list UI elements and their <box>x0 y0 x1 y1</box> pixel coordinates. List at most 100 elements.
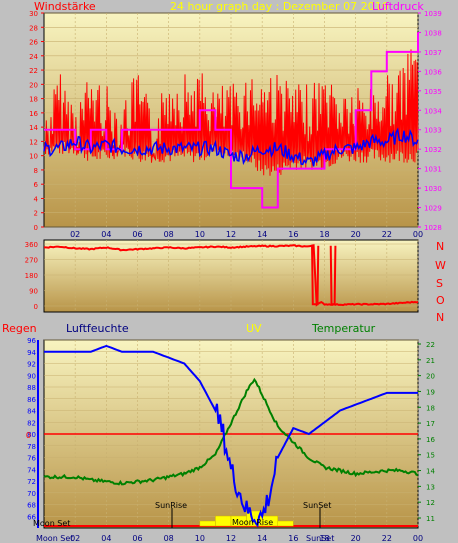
temperature-line <box>43 377 419 486</box>
humidity-tick-label: 92 <box>27 361 36 369</box>
wind-series <box>43 32 419 209</box>
temperature-tick-label: 13 <box>426 483 435 491</box>
time-tick-label: 14 <box>257 230 267 239</box>
sunset-label: SunSet <box>303 501 331 510</box>
humidity-temperature-chart: Regen Luftfeuchte UV Temperatur 66 68 70 72… <box>2 322 435 543</box>
wind-tick-label: 14 <box>29 124 38 132</box>
moon-set-label: Moon Set <box>33 519 70 528</box>
direction-tick-label: 90 <box>29 288 38 296</box>
time-tick-label: 10 <box>195 230 205 239</box>
temperature-tick-label: 17 <box>426 420 435 428</box>
humidity-tick-label: 86 <box>27 396 36 404</box>
time-tick-label: 18 <box>319 230 329 239</box>
time-tick-label: 04 <box>101 534 111 543</box>
temperature-tick-label: 21 <box>426 357 435 365</box>
pressure-tick-label: 1032 <box>424 146 442 154</box>
humidity-tick-label: 72 <box>27 478 36 486</box>
time-tick-label: 04 <box>101 230 111 239</box>
wind-tick-label: 20 <box>29 81 38 89</box>
time-tick-label: 00 <box>413 230 423 239</box>
time-tick-label: 18 <box>319 534 329 543</box>
wind-tick-label: 12 <box>29 138 38 146</box>
direction-letter: S <box>436 277 443 290</box>
direction-letter: N <box>436 311 444 324</box>
pressure-tick-label: 1029 <box>424 205 442 213</box>
wind-tick-label: 26 <box>29 39 38 47</box>
humidity-tick-label: 66 <box>27 513 36 521</box>
time-tick-label: 02 <box>70 230 80 239</box>
moon-set-axis-label: Moon Set <box>36 534 73 543</box>
humidity-line <box>44 344 418 528</box>
humidity-tick-label: 82 <box>27 419 36 427</box>
pressure-tick-label: 1031 <box>424 166 442 174</box>
astro-markers: Moon Set SunRise Moon Rise SunSet Moon S… <box>33 501 334 543</box>
time-tick-label: 06 <box>132 230 142 239</box>
wind-tick-label: 6 <box>34 181 39 189</box>
left-axis-bar <box>37 340 39 528</box>
wind-tick-label: 30 <box>29 10 38 18</box>
pressure-tick-label: 1039 <box>424 10 442 18</box>
pressure-line <box>44 32 419 209</box>
wind-direction-chart: 0 90 180 270 360 N W S O N <box>25 239 446 324</box>
pressure-tick-label: 1035 <box>424 88 442 96</box>
wind-tick-label: 10 <box>29 153 38 161</box>
temperature-axis-ticks: 11 12 13 14 15 16 17 18 19 20 21 22 <box>418 341 435 523</box>
direction-tick-label: 270 <box>25 257 38 265</box>
time-tick-label: 20 <box>351 230 361 239</box>
pressure-tick-label: 1036 <box>424 68 442 76</box>
wind-average-line <box>43 127 419 167</box>
sunset-axis-label: SunSet <box>306 534 334 543</box>
humidity-tick-label: 76 <box>27 455 36 463</box>
wind-direction-spike <box>329 245 337 306</box>
direction-letter: N <box>436 240 444 253</box>
temperature-tick-label: 19 <box>426 388 435 396</box>
wind-direction-line <box>44 244 419 307</box>
pressure-tick-label: 1028 <box>424 224 442 232</box>
wind-direction-spike <box>311 245 320 306</box>
chart-title: 24 hour graph day : Dezember 07 2016 <box>170 0 389 13</box>
pressure-axis-label: Luftdruck <box>372 0 424 13</box>
wind-tick-label: 28 <box>29 24 38 32</box>
pressure-tick-label: 1037 <box>424 49 442 57</box>
direction-tick-label: 180 <box>25 272 38 280</box>
direction-series <box>44 244 419 307</box>
humidity-tick-label: 88 <box>27 384 36 392</box>
temperature-tick-label: 18 <box>426 404 435 412</box>
time-tick-label: 14 <box>257 534 267 543</box>
humidity-tick-label: 70 <box>27 490 36 498</box>
time-tick-label: 22 <box>382 230 392 239</box>
direction-letter: W <box>435 259 446 272</box>
wind-axis-label: Windstärke <box>34 0 96 13</box>
time-tick-label: 06 <box>132 534 142 543</box>
pressure-tick-label: 1034 <box>424 107 442 115</box>
uv-bar <box>277 520 294 527</box>
humidity-tick-label: 80 <box>27 431 36 439</box>
sunrise-label: SunRise <box>155 501 187 510</box>
uv-bar <box>199 520 216 527</box>
uv-bar <box>215 515 232 527</box>
direction-grid <box>44 240 419 312</box>
time-tick-label: 16 <box>288 230 298 239</box>
humidity-series <box>43 344 419 528</box>
pressure-tick-label: 1038 <box>424 29 442 37</box>
time-tick-label: 12 <box>226 230 236 239</box>
direction-letters: N W S O N <box>435 240 446 324</box>
pressure-tick-label: 1030 <box>424 185 442 193</box>
moon-rise-label: Moon Rise <box>232 518 273 527</box>
wind-tick-label: 0 <box>34 224 38 232</box>
time-tick-label: 08 <box>164 534 174 543</box>
humidity-tick-label: 90 <box>27 372 36 380</box>
wind-tick-label: 22 <box>29 67 38 75</box>
time-axis-top: 02 04 06 08 10 12 14 16 18 20 22 00 <box>70 230 423 239</box>
temperature-axis-label: Temperatur <box>311 322 376 335</box>
wind-tick-label: 8 <box>34 167 38 175</box>
wind-tick-label: 2 <box>34 210 38 218</box>
wind-tick-label: 18 <box>29 96 38 104</box>
time-tick-label: 20 <box>351 534 361 543</box>
humidity-tick-label: 84 <box>27 408 36 416</box>
time-tick-label: 08 <box>164 230 174 239</box>
temperature-tick-label: 11 <box>426 515 435 523</box>
humidity-tick-label: 94 <box>27 349 36 357</box>
